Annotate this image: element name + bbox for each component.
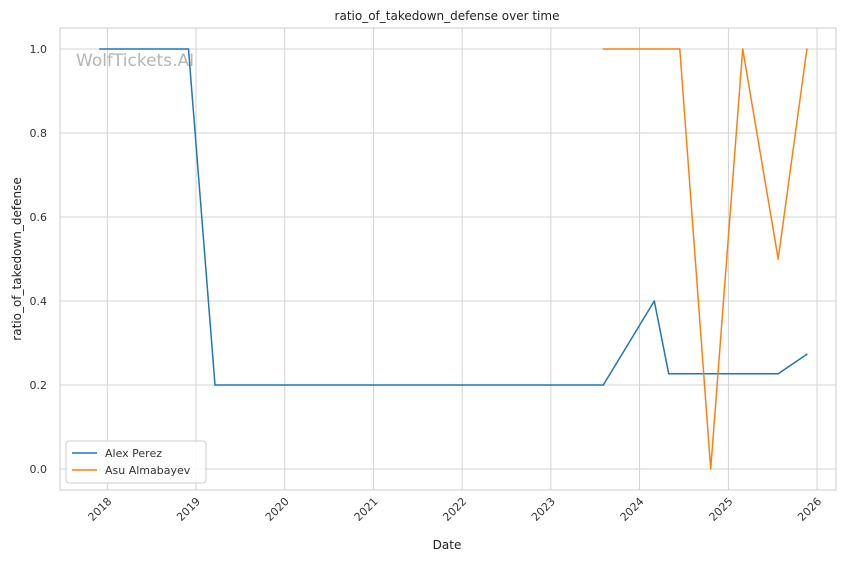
x-axis-label: Date: [433, 538, 462, 552]
y-tick-label: 0.6: [30, 211, 48, 224]
series-line-1: [99, 48, 808, 386]
chart-title: ratio_of_takedown_defense over time: [335, 9, 560, 23]
data-point: [777, 258, 779, 260]
watermark: WolfTickets.AI: [76, 51, 194, 71]
legend-box: [65, 440, 207, 484]
data-point: [679, 48, 681, 50]
series-group: [99, 48, 808, 470]
y-tick-label: 0.4: [30, 295, 48, 308]
data-point: [214, 384, 216, 386]
y-tick-label: 1.0: [30, 43, 48, 56]
y-tick-label: 0.8: [30, 127, 48, 140]
data-point: [653, 300, 656, 302]
data-point: [187, 48, 190, 50]
y-axis-label: ratio_of_takedown_defense: [10, 177, 24, 340]
plot-frame: [59, 27, 837, 491]
data-point: [806, 48, 808, 50]
y-tick-labels: 0.0 0.2 0.4 0.6 0.8 1.0: [30, 43, 48, 476]
legend-entry: Alex Perez: [105, 447, 162, 460]
data-point: [777, 372, 779, 375]
data-point: [99, 48, 101, 50]
legend-entry: Asu Almabayev: [105, 464, 191, 477]
legend: Alex Perez Asu Almabayev: [65, 440, 207, 484]
y-tick-label: 0.2: [30, 379, 48, 392]
series-line-2: [603, 48, 808, 470]
data-point: [806, 353, 808, 356]
data-point: [741, 48, 744, 50]
data-point: [602, 384, 605, 386]
data-point: [602, 48, 605, 50]
y-tick-label: 0.0: [30, 463, 48, 476]
data-point: [667, 372, 670, 375]
data-point: [709, 468, 712, 470]
